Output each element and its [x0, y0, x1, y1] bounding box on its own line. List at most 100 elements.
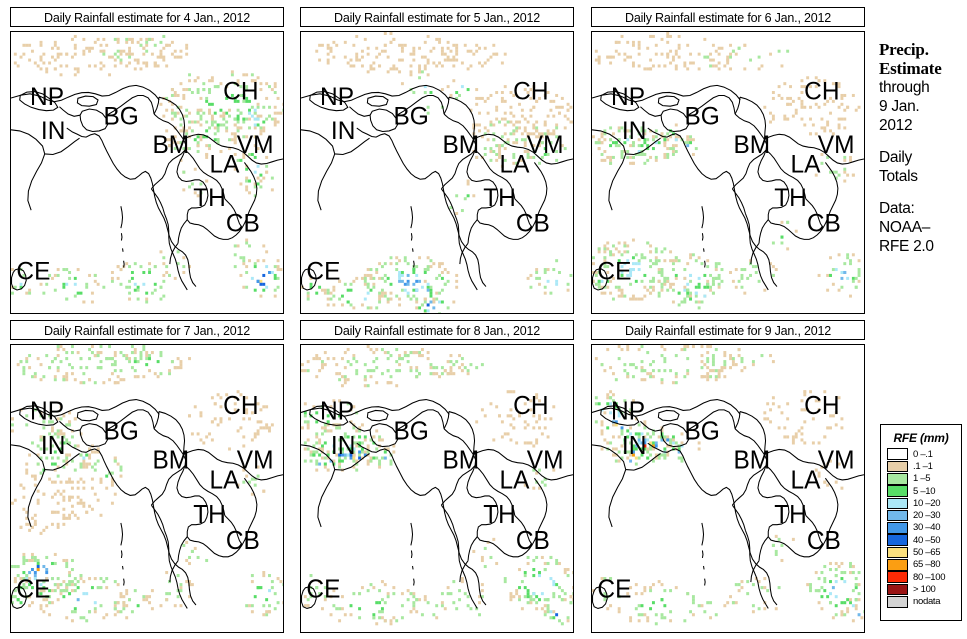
- country-label-ch: CH: [513, 391, 548, 420]
- legend-label: 10 –20: [913, 497, 941, 509]
- country-label-in: IN: [331, 431, 355, 460]
- legend-title: RFE (mm): [893, 431, 949, 445]
- country-label-np: NP: [611, 397, 645, 426]
- legend-swatch: [887, 485, 908, 497]
- legend-label: 30 –40: [913, 522, 941, 534]
- country-label-vm: VM: [818, 446, 855, 475]
- country-label-vm: VM: [527, 130, 564, 158]
- legend-swatch: [887, 546, 908, 559]
- panel-5-title: Daily Rainfall estimate for 8 Jan., 2012: [300, 320, 574, 340]
- legend-label: > 100: [913, 583, 936, 595]
- country-label-np: NP: [30, 397, 64, 426]
- panel-5: Daily Rainfall estimate for 8 Jan., 2012…: [300, 320, 574, 633]
- country-label-bm: BM: [442, 130, 479, 158]
- country-label-bg: BG: [684, 417, 719, 446]
- country-label-bm: BM: [733, 446, 770, 475]
- country-label-vm: VM: [818, 130, 855, 158]
- legend-row: 10 –20: [887, 497, 961, 510]
- country-label-th: TH: [774, 184, 807, 212]
- legend-label: 65 –80: [913, 559, 941, 571]
- panel-2-title: Daily Rainfall estimate for 5 Jan., 2012: [300, 7, 574, 27]
- panel-4: Daily Rainfall estimate for 7 Jan., 2012…: [10, 320, 284, 633]
- panel-2-map[interactable]: NP IN BG BM CH VM LA TH CB CE: [300, 31, 574, 314]
- legend-row: 1 –5: [887, 472, 961, 485]
- panel-3-title: Daily Rainfall estimate for 6 Jan., 2012: [591, 7, 865, 27]
- side-text-block: Precip. Estimate through 9 Jan. 2012 Dai…: [879, 40, 967, 256]
- country-label-cb: CB: [807, 209, 841, 237]
- country-label-ce: CE: [597, 575, 631, 604]
- country-label-th: TH: [193, 500, 226, 529]
- side-source-line2: RFE 2.0: [879, 238, 934, 255]
- legend-label: 80 –100: [913, 571, 946, 583]
- country-label-bm: BM: [442, 446, 479, 475]
- legend-row: 65 –80: [887, 559, 961, 571]
- country-label-bg: BG: [393, 417, 428, 446]
- country-label-cb: CB: [516, 209, 550, 237]
- country-label-in: IN: [41, 431, 65, 460]
- legend-swatch: [887, 571, 908, 583]
- legend-box: RFE (mm) 0 –.1.1 –1 1 –5 5 –10 10 –20 20 –30…: [880, 424, 962, 621]
- panel-6-map[interactable]: NP IN BG BM CH VM LA TH CB CE: [591, 344, 865, 633]
- country-label-th: TH: [774, 500, 807, 529]
- legend-row: nodata: [887, 595, 961, 608]
- legend-row: 30 –40: [887, 522, 961, 534]
- legend-label: .1 –1: [913, 460, 933, 472]
- side-spacer-2: [879, 186, 967, 199]
- country-label-ce: CE: [16, 257, 50, 285]
- country-label-la: LA: [791, 150, 821, 178]
- side-data-label: Data:: [879, 200, 915, 217]
- country-label-ch: CH: [223, 391, 258, 420]
- legend-swatch: [887, 448, 908, 460]
- legend-label: 5 –10: [913, 485, 936, 497]
- legend-row: .1 –1: [887, 460, 961, 473]
- legend-row: 0 –.1: [887, 448, 961, 460]
- legend-swatch: [887, 460, 908, 473]
- legend-swatch: [887, 595, 908, 608]
- legend-row: 80 –100: [887, 571, 961, 583]
- country-label-vm: VM: [237, 130, 274, 158]
- panel-4-map[interactable]: NP IN BG BM CH VM LA TH CB CE: [10, 344, 284, 633]
- panel-1-title: Daily Rainfall estimate for 4 Jan., 2012: [10, 7, 284, 27]
- panel-3-map[interactable]: NP IN BG BM CH VM LA TH CB CE: [591, 31, 865, 314]
- side-through: through: [879, 79, 930, 96]
- country-label-cb: CB: [516, 526, 550, 555]
- side-heading-line2: Estimate: [879, 59, 942, 78]
- legend-swatch: [887, 583, 908, 596]
- panel-1: Daily Rainfall estimate for 4 Jan., 2012…: [10, 7, 284, 314]
- side-date-line1: 9 Jan.: [879, 98, 920, 115]
- country-label-ce: CE: [306, 257, 340, 285]
- country-label-la: LA: [791, 466, 821, 495]
- country-label-ch: CH: [223, 77, 258, 105]
- legend-row: > 100: [887, 583, 961, 596]
- country-label-th: TH: [483, 500, 516, 529]
- legend-row: 50 –65: [887, 546, 961, 559]
- panel-1-map[interactable]: NP IN BG BM CH VM LA TH CB CE: [10, 31, 284, 314]
- country-label-np: NP: [611, 83, 645, 111]
- country-label-ce: CE: [16, 575, 50, 604]
- country-label-bg: BG: [103, 102, 138, 130]
- legend-rows: 0 –.1.1 –1 1 –5 5 –10 10 –20 20 –30 30 –40 40 …: [887, 448, 961, 608]
- country-label-bm: BM: [152, 446, 189, 475]
- country-label-in: IN: [331, 116, 355, 144]
- side-date-line2: 2012: [879, 117, 913, 134]
- side-spacer-1: [879, 135, 967, 148]
- country-label-in: IN: [622, 431, 646, 460]
- country-label-in: IN: [41, 116, 65, 144]
- panel-4-title: Daily Rainfall estimate for 7 Jan., 2012: [10, 320, 284, 340]
- legend-swatch: [887, 509, 908, 522]
- country-label-bm: BM: [733, 130, 770, 158]
- legend-swatch: [887, 497, 908, 510]
- panel-5-map[interactable]: NP IN BG BM CH VM LA TH CB CE: [300, 344, 574, 633]
- country-label-bg: BG: [684, 102, 719, 130]
- country-label-bg: BG: [393, 102, 428, 130]
- legend-row: 5 –10: [887, 485, 961, 497]
- country-label-vm: VM: [237, 446, 274, 475]
- country-label-ch: CH: [513, 77, 548, 105]
- legend-label: 50 –65: [913, 547, 941, 559]
- country-label-cb: CB: [226, 209, 260, 237]
- country-label-ce: CE: [597, 257, 631, 285]
